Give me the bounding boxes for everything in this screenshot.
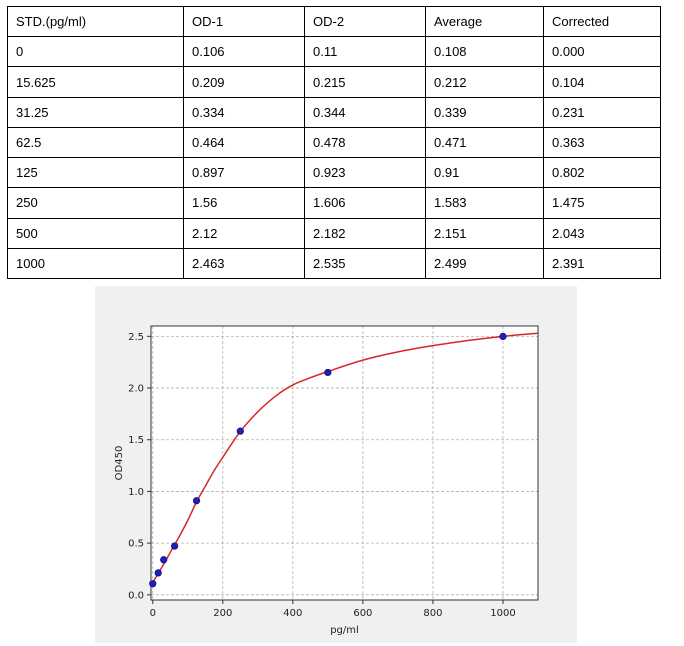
table-cell: 0.91: [425, 157, 544, 189]
table-cell: 1.583: [425, 187, 544, 219]
table-cell: 2.043: [543, 217, 661, 249]
x-tick-label: 600: [353, 608, 372, 619]
table-cell: 2.151: [425, 217, 544, 249]
table-cell: 62.5: [7, 126, 184, 159]
table-cell: 500: [7, 217, 184, 249]
y-axis-label: OD450: [114, 446, 125, 481]
y-tick-label: 2.5: [128, 332, 144, 343]
data-point: [171, 542, 179, 550]
table-row: 125 0.897 0.923 0.91 0.802: [7, 157, 661, 189]
x-tick-label: 0: [150, 608, 156, 619]
x-tick-label: 1000: [490, 608, 515, 619]
table-cell: 0: [7, 36, 184, 68]
data-point: [324, 368, 332, 377]
table-cell: 0.212: [425, 66, 544, 98]
table-row: 62.5 0.464 0.478 0.471 0.363: [7, 126, 661, 159]
table-cell: 0.106: [183, 36, 305, 68]
y-tick-label: 2.0: [128, 384, 144, 395]
y-tick-label: 1.0: [128, 487, 144, 498]
table-cell: 250: [7, 187, 184, 219]
table-cell: 0.108: [425, 36, 544, 68]
data-point: [154, 569, 162, 577]
y-tick-label: 0.0: [128, 590, 144, 601]
table-cell: 0.334: [183, 96, 305, 128]
column-header: Average: [425, 5, 544, 38]
column-header: OD-1: [183, 5, 305, 38]
column-header: STD.(pg/ml): [7, 5, 184, 38]
table-cell: 0.000: [543, 36, 661, 68]
table-cell: 2.391: [543, 247, 661, 280]
data-point: [160, 556, 168, 564]
table-cell: 15.625: [7, 66, 184, 98]
table-row: 1000 2.463 2.535 2.499 2.391: [7, 247, 661, 280]
table-cell: 2.182: [304, 217, 426, 249]
table-row: 500 2.12 2.182 2.151 2.043: [7, 217, 661, 249]
standards-table-body: STD.(pg/ml) OD-1 OD-2 Average Corrected 0 0.10…: [7, 5, 661, 280]
data-point: [149, 580, 157, 588]
table-cell: 2.463: [183, 247, 305, 280]
table-cell: 0.363: [543, 126, 661, 159]
table-cell: 0.339: [425, 96, 544, 128]
y-tick-label: 0.5: [128, 539, 144, 550]
table-row: 31.25 0.334 0.344 0.339 0.231: [7, 96, 661, 128]
table-row: 0 0.106 0.11 0.108 0.000: [7, 36, 661, 68]
table-cell: 1.56: [183, 187, 305, 219]
table-cell: 0.104: [543, 66, 661, 98]
standards-table: STD.(pg/ml) OD-1 OD-2 Average Corrected 0 0.10…: [7, 5, 661, 280]
table-row: 15.625 0.209 0.215 0.212 0.104: [7, 66, 661, 98]
x-tick-label: 200: [213, 608, 232, 619]
table-cell: 0.344: [304, 96, 426, 128]
table-cell: 0.215: [304, 66, 426, 98]
table-cell: 0.923: [304, 157, 426, 189]
x-tick-label: 800: [423, 608, 442, 619]
table-cell: 0.802: [543, 157, 661, 189]
table-cell: 0.231: [543, 96, 661, 128]
table-cell: 0.471: [425, 126, 544, 159]
table-cell: 2.12: [183, 217, 305, 249]
plot-area: [151, 326, 538, 600]
table-header-row: STD.(pg/ml) OD-1 OD-2 Average Corrected: [7, 5, 661, 38]
table-cell: 0.464: [183, 126, 305, 159]
column-header: OD-2: [304, 5, 426, 38]
standard-curve-chart: 0 200 400 600 800 1000 0.0 0.5 1.0 1.5 2.0 2.5 pg/ml…: [114, 325, 539, 636]
data-point: [499, 332, 507, 341]
y-tick-label: 1.5: [128, 435, 144, 446]
column-header: Corrected: [543, 5, 661, 38]
table-cell: 1000: [7, 247, 184, 280]
table-cell: 2.499: [425, 247, 544, 280]
table-cell: 1.606: [304, 187, 426, 219]
x-axis-label: pg/ml: [330, 625, 359, 636]
x-tick-label: 400: [283, 608, 302, 619]
table-cell: 0.897: [183, 157, 305, 189]
data-point: [192, 497, 201, 505]
table-cell: 31.25: [7, 96, 184, 128]
table-cell: 125: [7, 157, 184, 189]
table-cell: 0.478: [304, 126, 426, 159]
table-cell: 1.475: [543, 187, 661, 219]
table-cell: 2.535: [304, 247, 426, 280]
table-cell: 0.209: [183, 66, 305, 98]
plot-frame: [150, 325, 539, 601]
standard-curve-panel: 0 200 400 600 800 1000 0.0 0.5 1.0 1.5 2.0 2.5 pg/ml…: [95, 286, 577, 643]
data-point: [236, 427, 244, 435]
table-cell: 0.11: [304, 36, 426, 68]
fit-curve-line: [152, 332, 538, 583]
table-row: 250 1.56 1.606 1.583 1.475: [7, 187, 661, 219]
